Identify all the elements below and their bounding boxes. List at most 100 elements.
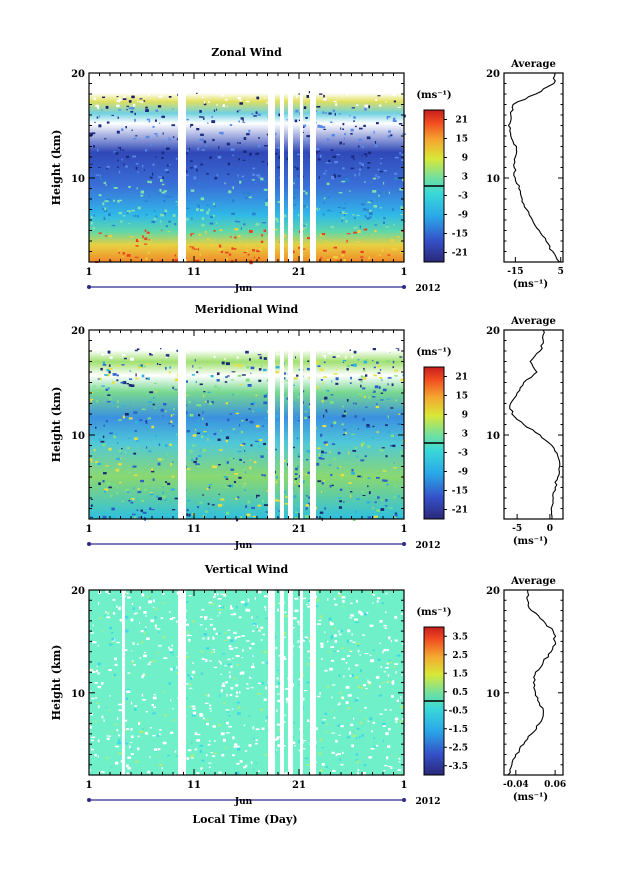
heatmap-speckle — [293, 722, 296, 724]
heatmap-speckle — [330, 149, 334, 151]
heatmap-speckle — [263, 401, 268, 405]
heatmap-speckle — [333, 650, 336, 652]
heatmap-speckle — [130, 747, 132, 750]
heatmap-speckle — [105, 465, 109, 467]
heatmap-speckle — [235, 606, 238, 609]
heatmap-speckle — [168, 646, 170, 649]
heatmap-speckle — [105, 184, 107, 186]
heatmap-speckle — [378, 694, 383, 697]
heatmap-speckle — [190, 125, 192, 128]
heatmap-speckle — [213, 650, 215, 653]
heatmap-speckle — [294, 597, 299, 600]
heatmap-speckle — [207, 400, 209, 403]
heatmap-speckle — [231, 379, 234, 381]
heatmap-speckle — [346, 233, 351, 235]
heatmap-speckle — [368, 756, 372, 759]
heatmap-speckle — [244, 450, 246, 452]
heatmap-speckle — [331, 380, 333, 383]
heatmap-speckle — [331, 134, 335, 137]
heatmap-speckle — [383, 624, 387, 627]
heatmap-speckle — [323, 452, 328, 454]
heatmap-speckle — [170, 463, 172, 466]
heatmap-speckle — [275, 480, 278, 484]
heatmap-speckle — [101, 682, 104, 685]
heatmap-speckle — [135, 420, 139, 424]
heatmap-speckle — [137, 100, 139, 103]
heatmap-speckle — [369, 624, 374, 627]
heatmap-speckle — [112, 598, 116, 601]
heatmap-speckle — [375, 403, 378, 405]
heatmap-speckle — [143, 100, 146, 102]
heatmap-speckle — [263, 698, 267, 701]
heatmap-speckle — [162, 486, 165, 488]
heatmap-speckle — [168, 137, 171, 139]
heatmap-speckle — [265, 393, 269, 395]
heatmap-speckle — [186, 404, 188, 406]
heatmap-speckle — [276, 507, 278, 510]
avg-x-label: (ms⁻¹) — [513, 279, 548, 290]
heatmap-speckle — [130, 741, 133, 743]
heatmap-speckle — [294, 481, 296, 484]
heatmap-speckle — [293, 377, 298, 380]
heatmap-speckle — [292, 736, 294, 739]
heatmap-speckle — [237, 97, 241, 100]
heatmap-speckle — [205, 422, 208, 426]
heatmap-speckle — [186, 189, 190, 191]
heatmap-speckle — [257, 354, 262, 356]
heatmap-speckle — [256, 174, 261, 177]
heatmap-speckle — [157, 192, 162, 195]
heatmap-speckle — [157, 105, 162, 108]
heatmap-speckle — [100, 771, 104, 773]
heatmap-speckle — [138, 366, 142, 369]
heatmap-speckle — [258, 248, 262, 251]
heatmap-speckle — [399, 757, 401, 759]
heatmap-speckle — [176, 349, 179, 352]
heatmap-speckle — [265, 397, 268, 400]
heatmap-speckle — [141, 499, 145, 502]
heatmap-speckle — [171, 644, 173, 647]
heatmap-speckle — [314, 207, 319, 210]
heatmap-speckle — [235, 695, 239, 698]
heatmap-speckle — [362, 771, 366, 775]
heatmap-speckle — [367, 201, 372, 204]
heatmap-speckle — [140, 194, 144, 197]
heatmap-speckle — [242, 442, 246, 445]
heatmap-speckle — [223, 702, 226, 705]
heatmap-speckle — [249, 420, 254, 424]
heatmap-speckle — [250, 403, 254, 406]
heatmap-speckle — [105, 706, 107, 708]
heatmap-speckle — [255, 223, 257, 226]
heatmap-speckle — [248, 196, 252, 199]
heatmap-speckle — [158, 645, 162, 647]
heatmap-speckle — [377, 176, 381, 179]
heatmap-speckle — [322, 719, 326, 721]
heatmap-speckle — [256, 629, 259, 631]
heatmap-speckle — [390, 407, 394, 409]
heatmap-speckle — [133, 137, 137, 140]
heatmap-speckle — [239, 142, 241, 144]
heatmap-speckle — [185, 207, 190, 209]
heatmap-speckle — [307, 719, 310, 722]
heatmap-speckle — [293, 179, 296, 181]
heatmap-speckle — [265, 470, 270, 472]
heatmap-background — [89, 590, 404, 775]
heatmap-speckle — [324, 112, 327, 114]
heatmap-speckle — [240, 431, 243, 434]
heatmap-speckle — [130, 110, 134, 113]
heatmap-speckle — [307, 502, 311, 506]
heatmap-speckle — [344, 410, 346, 413]
heatmap-speckle — [256, 96, 260, 100]
heatmap-speckle — [220, 732, 225, 736]
heatmap-speckle — [174, 378, 179, 382]
heatmap-speckle — [114, 663, 118, 666]
heatmap-speckle — [138, 364, 141, 367]
heatmap-speckle — [379, 713, 383, 715]
heatmap-speckle — [105, 611, 107, 613]
heatmap-speckle — [255, 394, 258, 397]
month-line-start — [87, 798, 91, 802]
heatmap-speckle — [305, 507, 308, 510]
heatmap-speckle — [257, 682, 262, 685]
heatmap-speckle — [191, 248, 195, 250]
heatmap-field — [89, 590, 407, 778]
heatmap-speckle — [192, 365, 194, 368]
